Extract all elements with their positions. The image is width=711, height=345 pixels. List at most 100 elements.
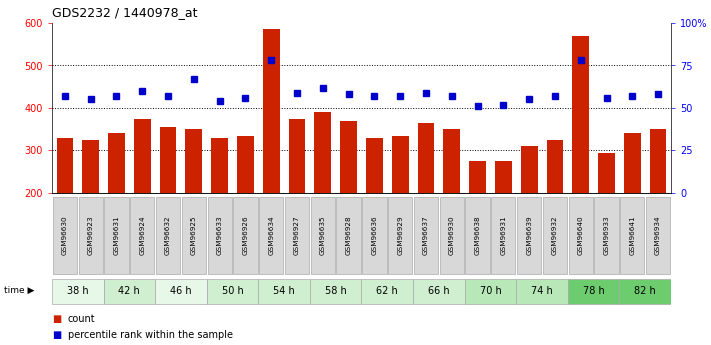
FancyBboxPatch shape [466,197,490,274]
Bar [314,112,331,193]
FancyBboxPatch shape [413,279,465,304]
Text: GSM96630: GSM96630 [62,216,68,255]
FancyBboxPatch shape [620,197,644,274]
FancyBboxPatch shape [619,279,671,304]
Text: ■: ■ [52,314,61,324]
Text: GSM96641: GSM96641 [629,216,636,255]
Text: GSM96933: GSM96933 [604,216,609,255]
Text: GSM96926: GSM96926 [242,216,248,255]
Text: GSM96639: GSM96639 [526,216,532,255]
FancyBboxPatch shape [207,279,258,304]
Bar [289,119,306,193]
Text: GSM96934: GSM96934 [655,216,661,255]
Bar [341,121,357,193]
Text: GSM96640: GSM96640 [578,216,584,255]
Text: GSM96632: GSM96632 [165,216,171,255]
FancyBboxPatch shape [568,279,619,304]
FancyBboxPatch shape [155,279,207,304]
FancyBboxPatch shape [569,197,593,274]
Text: GSM96631: GSM96631 [114,216,119,255]
Text: 78 h: 78 h [583,286,604,296]
FancyBboxPatch shape [130,197,154,274]
Text: 82 h: 82 h [634,286,656,296]
FancyBboxPatch shape [78,197,103,274]
FancyBboxPatch shape [285,197,309,274]
Text: GSM96927: GSM96927 [294,216,300,255]
FancyBboxPatch shape [361,279,413,304]
FancyBboxPatch shape [594,197,619,274]
Text: GSM96928: GSM96928 [346,216,352,255]
Text: GSM96638: GSM96638 [474,216,481,255]
FancyBboxPatch shape [311,197,335,274]
FancyBboxPatch shape [105,197,129,274]
FancyBboxPatch shape [363,197,387,274]
Bar [469,161,486,193]
Text: 38 h: 38 h [67,286,89,296]
FancyBboxPatch shape [336,197,360,274]
FancyBboxPatch shape [233,197,257,274]
Text: GSM96932: GSM96932 [552,216,558,255]
Bar [417,123,434,193]
FancyBboxPatch shape [646,197,670,274]
Text: 50 h: 50 h [222,286,243,296]
Bar [82,140,99,193]
Bar [624,134,641,193]
FancyBboxPatch shape [259,197,284,274]
FancyBboxPatch shape [53,197,77,274]
Bar [134,119,151,193]
Text: GSM96925: GSM96925 [191,216,197,255]
Text: 46 h: 46 h [170,286,192,296]
FancyBboxPatch shape [516,279,568,304]
FancyBboxPatch shape [156,197,180,274]
Bar [263,29,279,193]
Bar [392,136,409,193]
Text: 54 h: 54 h [273,286,295,296]
Text: GSM96924: GSM96924 [139,216,145,255]
Text: percentile rank within the sample: percentile rank within the sample [68,329,232,339]
Bar [444,129,460,193]
Bar [547,140,563,193]
Text: GSM96637: GSM96637 [423,216,429,255]
FancyBboxPatch shape [258,279,310,304]
Text: GSM96636: GSM96636 [371,216,378,255]
Text: GSM96930: GSM96930 [449,216,455,255]
FancyBboxPatch shape [465,279,516,304]
Bar [650,129,666,193]
Text: GSM96635: GSM96635 [320,216,326,255]
Text: 62 h: 62 h [376,286,398,296]
Bar [495,161,512,193]
Text: count: count [68,314,95,324]
FancyBboxPatch shape [439,197,464,274]
Bar [520,146,538,193]
Text: 70 h: 70 h [480,286,501,296]
Text: GSM96923: GSM96923 [87,216,94,255]
Text: 58 h: 58 h [325,286,346,296]
Text: time ▶: time ▶ [4,286,34,295]
Text: 66 h: 66 h [428,286,449,296]
Bar [186,129,202,193]
FancyBboxPatch shape [388,197,412,274]
Bar [160,127,176,193]
FancyBboxPatch shape [104,279,155,304]
Bar [237,136,254,193]
Bar [108,134,125,193]
Text: ■: ■ [52,329,61,339]
Bar [366,138,383,193]
FancyBboxPatch shape [310,279,361,304]
Text: 74 h: 74 h [531,286,553,296]
Bar [598,152,615,193]
Bar [572,36,589,193]
Text: 42 h: 42 h [119,286,140,296]
FancyBboxPatch shape [491,197,515,274]
Text: GDS2232 / 1440978_at: GDS2232 / 1440978_at [52,6,198,19]
Text: GSM96633: GSM96633 [217,216,223,255]
FancyBboxPatch shape [414,197,438,274]
Text: GSM96634: GSM96634 [268,216,274,255]
Text: GSM96931: GSM96931 [501,216,506,255]
FancyBboxPatch shape [542,197,567,274]
Bar [211,138,228,193]
FancyBboxPatch shape [182,197,206,274]
FancyBboxPatch shape [52,279,104,304]
Bar [56,138,73,193]
FancyBboxPatch shape [517,197,541,274]
